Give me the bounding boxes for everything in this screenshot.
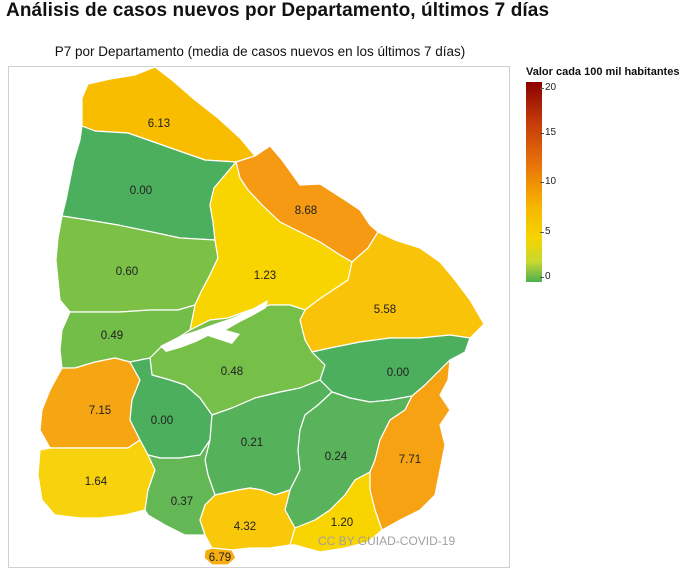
value-maldonado: 1.20 bbox=[331, 517, 353, 529]
value-florida: 0.21 bbox=[241, 437, 263, 449]
value-lavalleja: 0.24 bbox=[325, 451, 348, 463]
value-montevideo: 6.79 bbox=[209, 552, 231, 564]
department-maldonado[interactable] bbox=[289, 471, 383, 553]
value-colonia: 1.64 bbox=[85, 476, 108, 488]
value-cerro-largo: 5.58 bbox=[374, 304, 396, 316]
value-rivera: 8.68 bbox=[295, 205, 317, 217]
value-canelones: 4.32 bbox=[234, 521, 256, 533]
reservoir-rio-negro bbox=[160, 300, 268, 352]
value-paysandu: 0.60 bbox=[116, 266, 138, 278]
legend-tick-10: 10 bbox=[539, 176, 557, 187]
legend-tick-15: 15 bbox=[539, 127, 557, 138]
legend-title: Valor cada 100 mil habitantes bbox=[526, 66, 680, 78]
value-san-jose: 0.37 bbox=[171, 496, 193, 508]
value-durazno: 0.48 bbox=[221, 366, 243, 378]
value-soriano: 7.15 bbox=[89, 405, 111, 417]
value-salto: 0.00 bbox=[130, 185, 152, 197]
watermark: CC BY GUIAD-COVID-19 bbox=[318, 534, 456, 548]
value-tacuarembo: 1.23 bbox=[254, 270, 276, 282]
value-rocha: 7.71 bbox=[399, 454, 421, 466]
value-flores: 0.00 bbox=[151, 415, 173, 427]
department-rocha[interactable] bbox=[369, 359, 451, 531]
page-title: Análisis de casos nuevos por Departament… bbox=[6, 0, 550, 21]
department-canelones[interactable] bbox=[199, 487, 296, 551]
legend-color-scale bbox=[526, 82, 542, 282]
department-soriano[interactable] bbox=[39, 357, 141, 449]
value-rio-negro: 0.49 bbox=[101, 330, 123, 342]
value-artigas: 6.13 bbox=[148, 118, 170, 130]
legend-tick-5: 5 bbox=[540, 226, 551, 237]
legend-tick-20: 20 bbox=[539, 82, 557, 93]
map-frame bbox=[8, 66, 510, 568]
department-montevideo[interactable] bbox=[203, 547, 237, 566]
value-treinta-y-tres: 0.00 bbox=[387, 367, 409, 379]
legend-tick-0: 0 bbox=[540, 271, 551, 282]
map-subtitle: P7 por Departamento (media de casos nuev… bbox=[54, 44, 466, 59]
